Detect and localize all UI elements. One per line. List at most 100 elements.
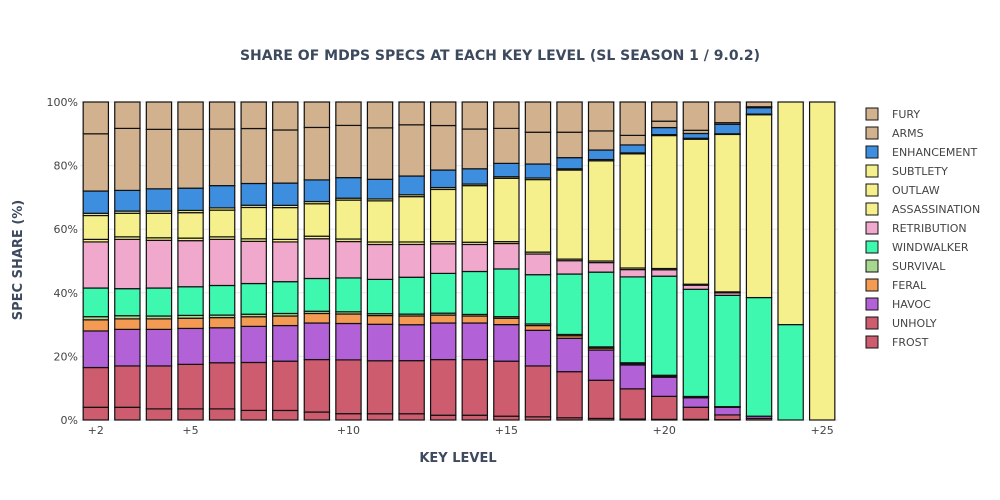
bar-segment-windwalker	[366, 278, 394, 315]
x-tick-label: +20	[653, 424, 676, 437]
bar-segment-unholy	[114, 365, 141, 408]
bar-segment-outlaw	[398, 196, 425, 243]
bar-segment-outlaw	[82, 214, 110, 240]
bar-segment-arms	[303, 126, 331, 181]
legend-label: FURY	[892, 108, 920, 121]
bar-segment-frost	[429, 414, 457, 421]
bar-segment-outlaw	[777, 101, 804, 326]
legend-swatch	[865, 316, 879, 330]
bar-segment-unholy	[714, 414, 741, 421]
bar-segment-havoc	[619, 364, 646, 390]
bar-segment-outlaw	[808, 101, 836, 421]
bar-segment-outlaw	[619, 153, 646, 269]
bar-segment-windwalker	[745, 296, 773, 417]
bar-segment-havoc	[429, 322, 457, 361]
legend-label: OUTLAW	[892, 184, 940, 197]
bar-segment-feral	[303, 312, 331, 324]
bar-segment-frost	[366, 413, 394, 421]
bar-segment-retribution	[651, 269, 678, 277]
bar-segment-windwalker	[82, 287, 110, 318]
legend-label: WINDWALKER	[892, 241, 969, 254]
bar-segment-outlaw	[587, 160, 615, 262]
bar-segment-outlaw	[114, 212, 141, 238]
bar-segment-fury	[366, 101, 394, 129]
bar-segment-havoc	[82, 330, 110, 369]
legend-label: SURVIVAL	[892, 260, 946, 273]
bar-segment-retribution	[272, 241, 299, 283]
bar-segment-feral	[272, 315, 299, 327]
bar-segment-outlaw	[272, 206, 299, 240]
bar-segment-fury	[398, 101, 425, 126]
legend-swatch	[865, 145, 879, 159]
bar-segment-unholy	[335, 359, 362, 415]
bar-segment-fury	[556, 101, 583, 133]
bar-segment-windwalker	[651, 275, 678, 376]
y-tick-label: 40%	[54, 287, 78, 300]
legend: FURY ARMS ENHANCEMENT SUBTLETY OUTLAW ASSASSI…	[865, 107, 980, 349]
y-tick-label: 60%	[54, 223, 78, 236]
bar-segment-outlaw	[493, 177, 520, 243]
bar-segment-outlaw	[335, 199, 362, 240]
legend-swatch	[865, 259, 879, 273]
bar-segment-enhancement	[745, 107, 773, 115]
bar-segment-feral	[82, 319, 110, 332]
y-tick-label: 20%	[54, 350, 78, 363]
bar-segment-arms	[493, 127, 520, 164]
legend-label: RETRIBUTION	[892, 222, 967, 235]
bar-segment-unholy	[208, 362, 236, 410]
bar-segment-havoc	[682, 397, 710, 408]
bar-segment-windwalker	[208, 284, 236, 316]
bar-segment-havoc	[272, 324, 299, 362]
bar-segment-fury	[303, 101, 331, 129]
bar-segment-retribution	[461, 243, 489, 273]
bar-segment-retribution	[556, 260, 583, 275]
bar-segment-fury	[714, 101, 741, 124]
bar-segment-havoc	[114, 328, 141, 367]
bar-segment-fury	[619, 101, 646, 136]
bar-segment-fury	[82, 101, 110, 135]
bar-segment-retribution	[82, 241, 110, 289]
bar-segment-retribution	[303, 238, 331, 280]
bar-segment-havoc	[587, 349, 615, 381]
gridlines	[80, 101, 838, 421]
bar-segment-outlaw	[303, 203, 331, 237]
bar-segment-arms	[240, 127, 267, 185]
bar-segment-outlaw	[240, 206, 267, 240]
x-tick-label: +5	[182, 424, 198, 437]
legend-swatch	[865, 240, 879, 254]
bar-segment-unholy	[240, 361, 267, 412]
legend-label: UNHOLY	[892, 317, 937, 330]
bar-segment-windwalker	[335, 277, 362, 313]
bar-segment-frost	[272, 409, 299, 421]
bar-segment-fury	[208, 101, 236, 130]
bar-segment-outlaw	[429, 188, 457, 243]
bar-segment-arms	[82, 133, 110, 192]
bar-segment-havoc	[303, 322, 331, 361]
bar-segment-arms	[429, 124, 457, 171]
bar-segment-frost	[82, 406, 110, 421]
bar-segment-havoc	[398, 324, 425, 362]
bar-segment-havoc	[493, 324, 520, 362]
bar-segment-enhancement	[556, 157, 583, 170]
bar-segment-retribution	[682, 284, 710, 290]
bar-segment-retribution	[429, 243, 457, 275]
bar-segment-unholy	[429, 358, 457, 416]
bar-segment-fury	[745, 101, 773, 108]
bar-segment-frost	[240, 409, 267, 421]
bar-segment-feral	[493, 317, 520, 326]
bar-segment-fury	[429, 101, 457, 127]
bar-segment-retribution	[493, 242, 520, 270]
bar-segment-retribution	[177, 240, 204, 288]
bar-segment-unholy	[524, 365, 552, 418]
bar-segment-windwalker	[303, 277, 331, 312]
bar-segment-frost	[114, 406, 141, 421]
bar-segment-enhancement	[619, 144, 646, 154]
bar-segment-unholy	[493, 360, 520, 417]
bar-segment-frost	[461, 414, 489, 421]
bar-segment-outlaw	[745, 114, 773, 299]
bar-segment-windwalker	[524, 274, 552, 325]
bar-segment-windwalker	[114, 288, 141, 317]
y-axis-title: SPEC SHARE (%)	[11, 200, 26, 320]
bar-segment-outlaw	[714, 133, 741, 293]
legend-swatch	[865, 126, 879, 140]
